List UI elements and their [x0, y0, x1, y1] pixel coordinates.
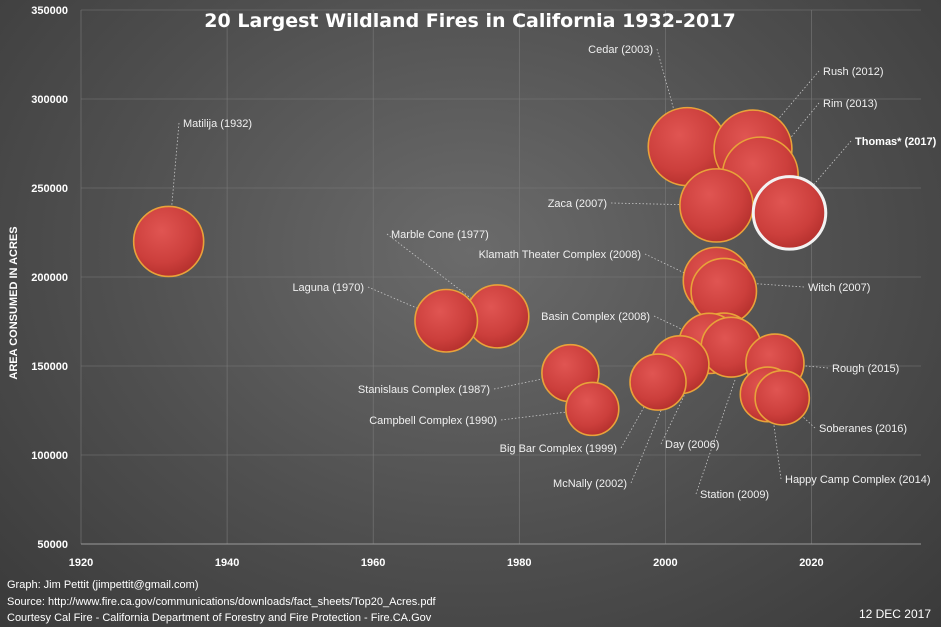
bubble-label: Thomas* (2017)	[855, 136, 937, 148]
bubble-label: Basin Complex (2008)	[541, 311, 650, 323]
x-tick-label: 1980	[507, 557, 531, 569]
bubble-label: Rim (2013)	[823, 98, 877, 110]
bubble	[629, 353, 687, 411]
bubble-label: Cedar (2003)	[588, 44, 653, 56]
y-tick-label: 250000	[31, 183, 68, 195]
bubble-label: Klamath Theater Complex (2008)	[479, 249, 641, 261]
footer-courtesy: Courtesy Cal Fire - California Departmen…	[7, 612, 432, 624]
y-tick-label: 50000	[37, 539, 68, 551]
chart-date: 12 DEC 2017	[858, 607, 931, 621]
grid-lines	[80, 9, 921, 545]
bubble-label: Soberanes (2016)	[819, 423, 907, 435]
bubble-label: Happy Camp Complex (2014)	[785, 474, 931, 486]
bubble-label: Zaca (2007)	[548, 198, 607, 210]
y-tick-label: 350000	[31, 5, 68, 17]
bubble-label: Day (2006)	[665, 439, 719, 451]
leader-line	[500, 408, 593, 421]
bubble-label: Rush (2012)	[823, 66, 884, 78]
leader-line	[493, 372, 571, 390]
y-tick-label: 200000	[31, 272, 68, 284]
bubble-label: Campbell Complex (1990)	[369, 415, 497, 427]
bubble	[754, 369, 811, 426]
bubble	[679, 168, 754, 243]
footer-source: Source: http://www.fire.ca.gov/communica…	[7, 596, 436, 608]
bubble-label: Stanislaus Complex (1987)	[358, 384, 490, 396]
bubble-label: Big Bar Complex (1999)	[500, 443, 617, 455]
y-tick-label: 300000	[31, 94, 68, 106]
bubble-label: Laguna (1970)	[292, 282, 364, 294]
y-axis-label: AREA CONSUMED IN ACRES	[8, 226, 20, 379]
leader-line	[695, 379, 736, 495]
x-tick-label: 1960	[361, 557, 385, 569]
y-tick-label: 100000	[31, 450, 68, 462]
x-tick-label: 2020	[799, 557, 823, 569]
y-tick-label: 150000	[31, 361, 68, 373]
bubble	[132, 205, 205, 278]
bubbles	[132, 106, 828, 437]
x-tick-label: 1940	[215, 557, 239, 569]
bubble-label: McNally (2002)	[553, 478, 627, 490]
chart-title: 20 Largest Wildland Fires in California …	[204, 10, 735, 32]
leader-line	[630, 364, 681, 484]
bubble-label: Witch (2007)	[808, 282, 870, 294]
leader-line	[660, 343, 710, 445]
bubble-label: Matilija (1932)	[183, 118, 252, 130]
bubble-labels: Matilija (1932) Laguna (1970) Marble Cone …	[183, 44, 937, 501]
bubble-label: Station (2009)	[700, 489, 769, 501]
x-tick-label: 1920	[69, 557, 93, 569]
bubble	[751, 175, 828, 251]
bubble	[414, 288, 479, 353]
footer-credit: Graph: Jim Pettit (jimpettit@gmail.com)	[7, 579, 199, 591]
leader-line	[644, 253, 725, 293]
bubble-label: Marble Cone (1977)	[391, 229, 489, 241]
axes: 1920 1940 1960 1980 2000 2020 50000 100000 15000…	[31, 5, 921, 569]
bubble-label: Rough (2015)	[832, 363, 899, 375]
bubble	[565, 381, 620, 437]
x-tick-label: 2000	[653, 557, 677, 569]
